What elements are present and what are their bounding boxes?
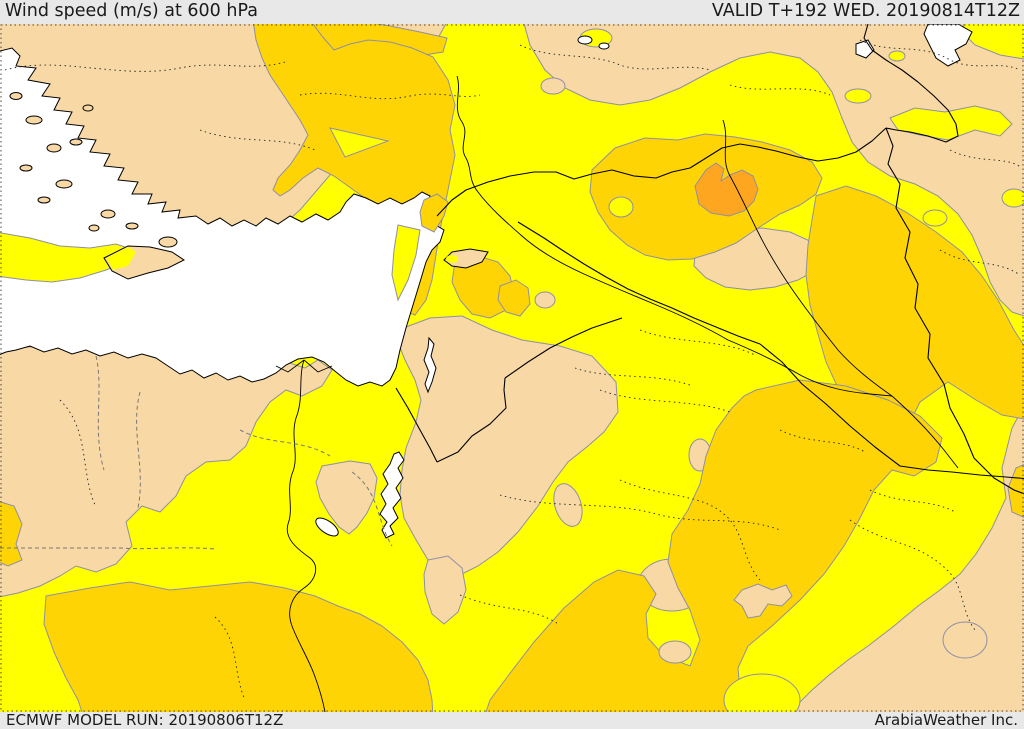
rivers [275, 75, 959, 712]
mediterranean-sea [0, 47, 445, 387]
footer-bar: ECMWF MODEL RUN: 20190806T12Z ArabiaWeat… [0, 712, 1024, 729]
brand-label: ArabiaWeather Inc. [874, 711, 1018, 729]
euphrates-river [456, 75, 893, 397]
page-title: Wind speed (m/s) at 600 hPa [5, 1, 258, 22]
wind-band-peak-region [694, 162, 759, 217]
dead-sea [423, 336, 437, 394]
crete-island [103, 245, 185, 280]
nile-river [286, 359, 326, 712]
tigris-river [722, 119, 893, 397]
model-run-label: ECMWF MODEL RUN: 20190806T12Z [6, 711, 284, 729]
gulf-of-suez [315, 517, 339, 537]
header-bar: Wind speed (m/s) at 600 hPa VALID T+192 … [0, 0, 1024, 24]
map-frame [0, 24, 1024, 712]
wind-band-inset-patches [329, 127, 988, 712]
sea-and-lakes [0, 24, 973, 539]
aegean-islands [9, 92, 178, 248]
red-sea [379, 451, 405, 539]
admin-boundaries [0, 39, 1023, 701]
islands-and-oversea-fills [0, 92, 489, 302]
country-borders [395, 24, 1024, 495]
wind-band-high-regions [0, 24, 1024, 712]
cyprus-island [443, 248, 489, 269]
valid-time-label: VALID T+192 WED. 20190814T12Z [711, 1, 1020, 22]
lake-northeast [923, 24, 973, 67]
